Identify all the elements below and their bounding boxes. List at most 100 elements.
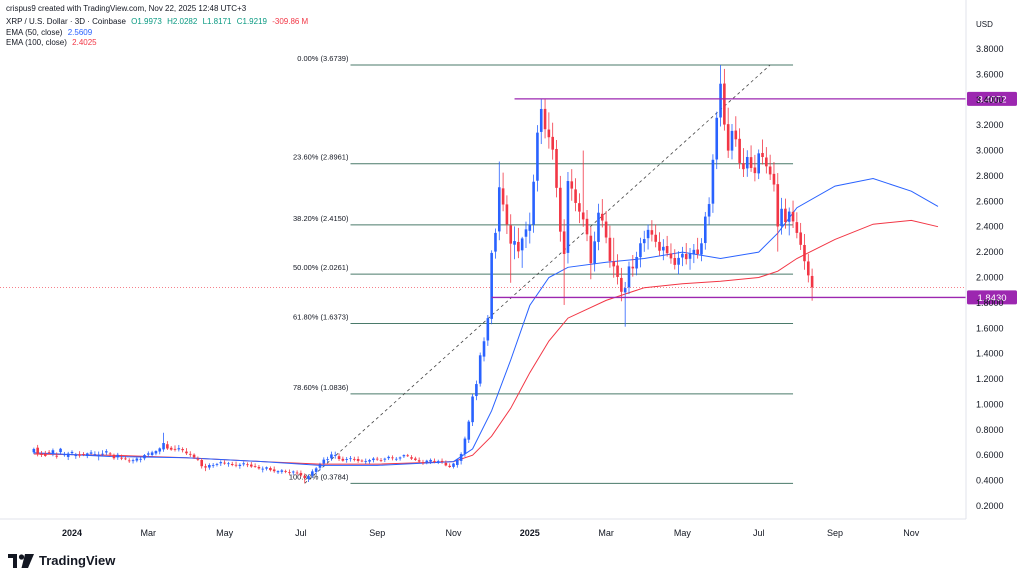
candle-body [719, 83, 722, 118]
candle-up [242, 461, 245, 467]
y-tick-label: 2.0000 [976, 273, 1004, 283]
candle-down [303, 473, 307, 484]
symbol-label[interactable]: XRP / U.S. Dollar · 3D · Coinbase [6, 17, 126, 26]
x-tick-label: Sep [369, 528, 385, 538]
candle-body [272, 469, 276, 472]
candle-body [669, 253, 673, 259]
y-tick-label: 0.6000 [976, 450, 1004, 460]
tradingview-logo[interactable]: TradingView [8, 553, 115, 568]
candle-down [108, 452, 112, 457]
candle-down [742, 148, 745, 177]
candle-down [448, 463, 451, 468]
candle-body [82, 454, 85, 455]
candle-body [265, 467, 268, 469]
candle-up [402, 454, 406, 459]
candle-body [417, 460, 421, 462]
candle-body [726, 124, 730, 151]
y-tick-label: 1.6000 [976, 323, 1004, 333]
candle-down [806, 253, 810, 283]
candle-body [326, 459, 329, 460]
candle-body [230, 463, 234, 465]
candle-body [528, 224, 532, 231]
candle-body [555, 148, 558, 188]
candle-up [707, 197, 711, 225]
candle-body [51, 450, 55, 454]
candle-up [89, 450, 93, 456]
ema-layer [33, 177, 939, 466]
trend-line-layer[interactable] [0, 64, 966, 484]
candle-down [581, 150, 585, 227]
candle-body [66, 453, 70, 457]
candle-down [517, 227, 520, 259]
fibonacci-retracement[interactable]: 0.00% (3.6739) 23.60% (2.8961) 38.20% (2.4… [289, 54, 794, 484]
candle-body [135, 458, 139, 461]
candle-body [307, 476, 310, 479]
candle-up [467, 419, 471, 444]
candle-body [234, 464, 238, 466]
candle-down [440, 458, 444, 464]
y-tick-label: 0.2000 [976, 501, 1004, 511]
candle-body [85, 453, 89, 457]
open-value: O1.9973 [131, 17, 162, 26]
candle-body [463, 438, 467, 454]
candle-body [795, 222, 799, 233]
candle-down [246, 462, 249, 468]
candle-body [658, 241, 661, 251]
candle-body [776, 184, 780, 227]
candle-up [494, 228, 497, 259]
candle-body [616, 265, 619, 277]
candle-body [589, 235, 593, 264]
candle-down [166, 441, 169, 450]
candle-up [532, 174, 535, 233]
candle-body [753, 167, 757, 174]
candle-up [59, 447, 62, 455]
candle-up [364, 458, 368, 464]
candle-down [196, 456, 200, 462]
candle-down [585, 210, 589, 242]
ema50-row[interactable]: EMA (50, close) 2.5609 [6, 28, 311, 39]
candle-body [791, 211, 795, 222]
candle-down [543, 98, 547, 139]
candle-body [124, 458, 127, 460]
candle-body [524, 229, 528, 237]
candle-down [253, 463, 257, 468]
candle-up [158, 447, 162, 455]
candle-down [127, 458, 131, 463]
y-tick-label: 1.2000 [976, 374, 1004, 384]
ema100-row[interactable]: EMA (100, close) 2.4025 [6, 38, 311, 49]
candle-up [314, 466, 318, 475]
candle-body [723, 83, 726, 125]
created-by-caption: crispus9 created with TradingView.com, N… [6, 4, 247, 13]
candle-body [101, 453, 104, 455]
candle-up [566, 172, 570, 264]
candle-body [364, 461, 368, 462]
currency-label: USD [976, 20, 993, 29]
candle-up [627, 261, 631, 295]
candle-body [562, 231, 566, 254]
horizontal-levels[interactable]: 3.4072 1.8430 [491, 91, 1017, 305]
candle-up [143, 454, 146, 461]
candle-up [116, 452, 120, 460]
candle-up [429, 458, 432, 464]
candle-down [185, 448, 188, 455]
candle-up [66, 451, 70, 461]
candle-body [520, 238, 524, 251]
candle-body [436, 461, 440, 463]
candle-up [51, 448, 55, 457]
candle-body [223, 462, 226, 464]
candle-body [570, 181, 574, 189]
candle-body [43, 453, 47, 456]
y-tick-label: 3.8000 [976, 44, 1004, 54]
candle-up [177, 444, 181, 452]
candle-up [730, 124, 734, 160]
candle-down [734, 116, 738, 147]
candle-body [497, 187, 501, 232]
candle-up [757, 149, 760, 180]
candle-body [505, 204, 509, 225]
candle-body [337, 456, 341, 460]
y-tick-label: 2.4000 [976, 222, 1004, 232]
candle-up [646, 224, 650, 250]
candle-body [692, 249, 696, 255]
candle-up [623, 281, 627, 327]
